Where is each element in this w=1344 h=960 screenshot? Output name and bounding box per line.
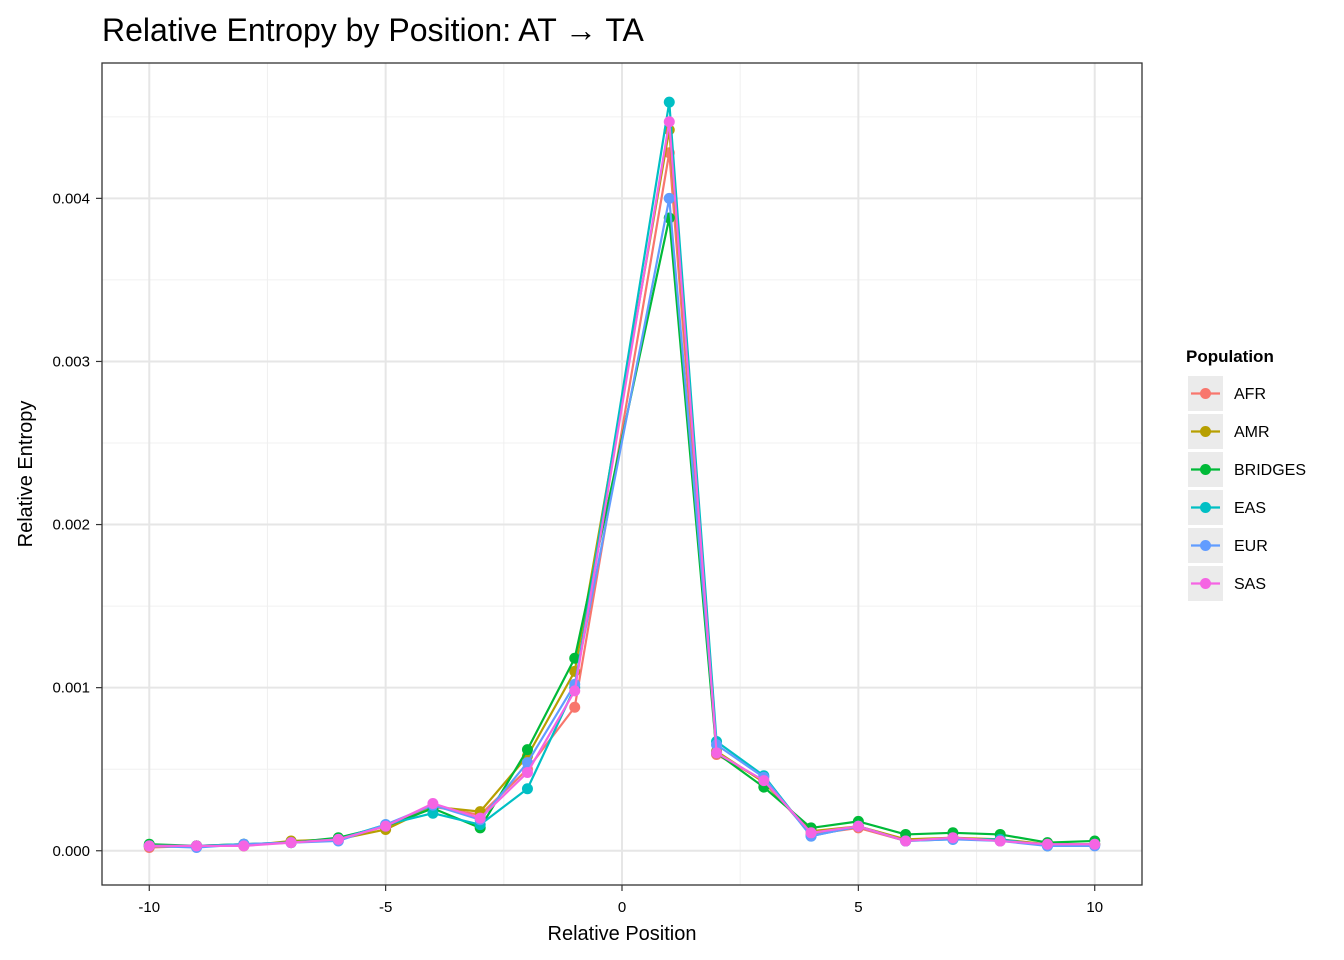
legend-label: BRIDGES [1234, 462, 1306, 479]
legend-label: AMR [1234, 424, 1270, 441]
chart-title: Relative Entropy by Position: AT → TA [102, 12, 645, 48]
data-point-sas [191, 840, 203, 852]
data-point-sas [427, 797, 439, 809]
data-point-sas [332, 833, 344, 845]
y-tick-label: 0.001 [52, 680, 90, 697]
grid-lines [102, 63, 1142, 885]
series-sas [143, 116, 1101, 852]
data-point-bridges [569, 652, 581, 664]
data-point-sas [380, 820, 392, 832]
legend-item-amr: AMR [1188, 414, 1270, 449]
y-axis-label: Relative Entropy [15, 401, 37, 548]
data-point-sas [805, 827, 817, 839]
data-point-sas [285, 837, 297, 849]
data-point-sas [758, 775, 770, 787]
data-point-afr [569, 701, 581, 713]
data-point-bridges [521, 744, 533, 756]
data-point-eur [521, 757, 533, 769]
y-tick-label: 0.004 [52, 190, 90, 207]
legend-item-eas: EAS [1188, 490, 1266, 525]
x-tick-label: 0 [618, 899, 626, 916]
legend-label: EAS [1234, 500, 1266, 517]
legend-item-eur: EUR [1188, 528, 1268, 563]
data-point-sas [1089, 838, 1101, 850]
legend-item-afr: AFR [1188, 376, 1266, 411]
data-point-eas [427, 807, 439, 819]
legend-label: AFR [1234, 386, 1266, 403]
legend-label: EUR [1234, 538, 1268, 555]
x-tick-label: 10 [1086, 899, 1103, 916]
data-point-eas [663, 96, 675, 108]
data-point-sas [994, 835, 1006, 847]
data-point-sas [711, 747, 723, 759]
x-tick-label: -10 [138, 899, 160, 916]
data-point-sas [521, 766, 533, 778]
y-tick-label: 0.002 [52, 517, 90, 534]
x-tick-label: -5 [379, 899, 392, 916]
x-tick-label: 5 [854, 899, 862, 916]
legend-title: Population [1186, 347, 1274, 366]
y-tick-label: 0.000 [52, 843, 90, 860]
legend-item-sas: SAS [1188, 566, 1266, 601]
data-point-sas [900, 835, 912, 847]
data-point-eur [663, 192, 675, 204]
data-point-sas [852, 820, 864, 832]
data-point-sas [1041, 838, 1053, 850]
data-point-sas [569, 685, 581, 697]
legend-item-bridges: BRIDGES [1188, 452, 1306, 487]
series-lines [143, 96, 1101, 853]
series-line-sas [149, 120, 1095, 847]
legend: Population AFR AMR BRIDGES EAS EUR SAS [1186, 347, 1306, 601]
data-point-sas [663, 116, 675, 128]
legend-key-point [1200, 464, 1211, 475]
data-point-sas [947, 832, 959, 844]
y-tick-label: 0.003 [52, 353, 90, 370]
legend-key-point [1200, 426, 1211, 437]
data-point-sas [474, 812, 486, 824]
legend-key-point [1200, 578, 1211, 589]
legend-key-point [1200, 388, 1211, 399]
legend-key-point [1200, 540, 1211, 551]
legend-key-point [1200, 502, 1211, 513]
legend-label: SAS [1234, 576, 1266, 593]
x-axis-label: Relative Position [548, 923, 697, 945]
data-point-eas [521, 783, 533, 795]
data-point-sas [238, 840, 250, 852]
axes: -10 -5 0 5 10 0.000 0.001 0.002 0.003 0.004 [52, 190, 1103, 916]
data-point-sas [143, 840, 155, 852]
